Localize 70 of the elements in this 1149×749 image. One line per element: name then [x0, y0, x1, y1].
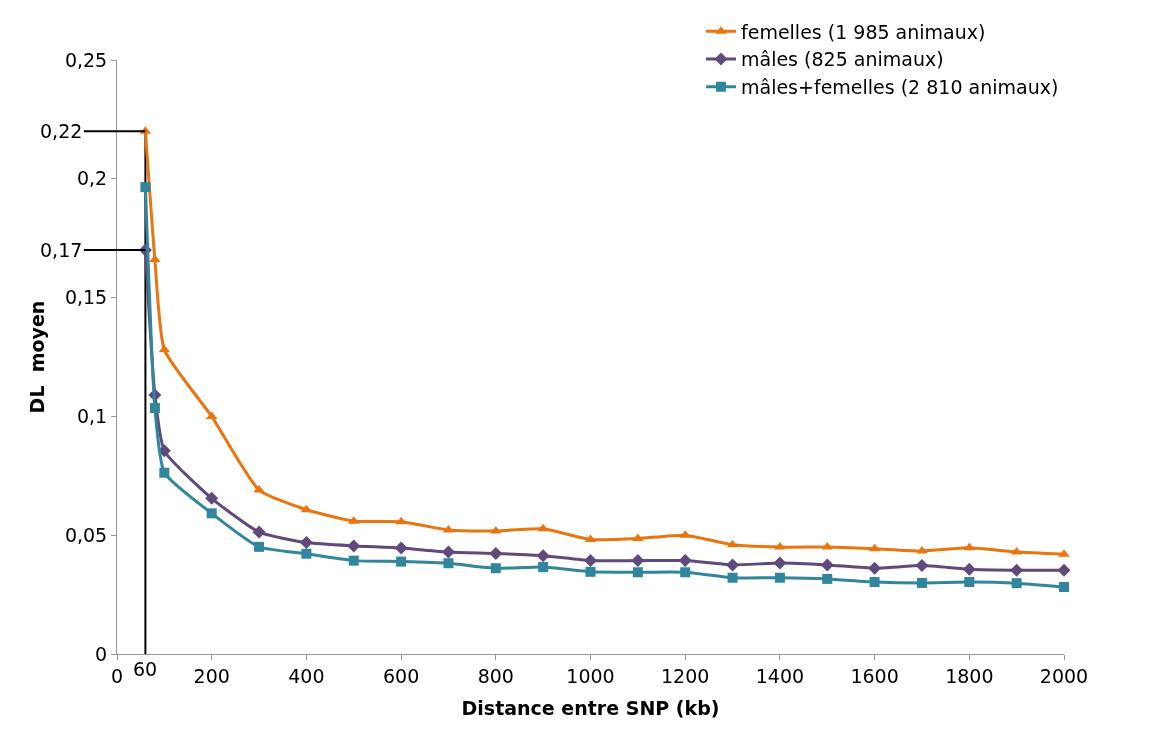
point [537, 523, 549, 532]
point [915, 559, 929, 573]
y-tick-label: 0,15 [64, 286, 108, 309]
x-axis-title: Distance entre SNP (kb) [461, 696, 720, 719]
point [631, 554, 645, 568]
x-tick-label: 1200 [661, 664, 710, 687]
point [395, 516, 407, 525]
point [396, 556, 407, 567]
point [1010, 563, 1024, 577]
point [205, 491, 219, 505]
point [820, 558, 834, 572]
point [680, 567, 691, 578]
point [584, 554, 597, 568]
point [490, 563, 501, 574]
y-tick-label: 0,1 [76, 405, 108, 428]
x-tick-label: 1400 [755, 664, 805, 687]
y-tick-label: 0 [95, 642, 108, 665]
point [301, 548, 312, 559]
legend-label: femelles (1 985 animaux) [741, 20, 986, 43]
x-tick-label: 2000 [1039, 664, 1089, 687]
x-tick-label: 1000 [566, 664, 615, 687]
ref-line-label: 0,17 [40, 239, 83, 261]
y-tick-label: 0,2 [76, 167, 108, 190]
point [536, 549, 550, 563]
y-tick-label: 0,05 [64, 523, 108, 546]
point [868, 561, 882, 575]
point [964, 577, 975, 588]
point [678, 554, 692, 568]
x-tick-label: 200 [193, 664, 230, 687]
point [159, 467, 170, 478]
point [140, 182, 151, 193]
x-tick-label: 1800 [945, 664, 994, 687]
x-tick-label: 400 [288, 664, 325, 687]
point [726, 558, 740, 572]
point [632, 567, 643, 578]
point [252, 525, 266, 539]
x-tick-label: 0 [110, 664, 124, 687]
point [348, 555, 359, 566]
point [538, 562, 549, 573]
y-axis-title: DL moyen [25, 300, 48, 414]
point [489, 547, 503, 560]
y-tick-label: 0,25 [64, 48, 108, 71]
point [490, 525, 502, 534]
x-tick-label: 800 [477, 664, 514, 687]
ref-line-label: 0,22 [40, 120, 83, 142]
point [149, 403, 160, 414]
legend-label: mâles+femelles (2 810 animaux) [741, 76, 1059, 99]
point [962, 562, 976, 576]
point [347, 539, 361, 553]
point [822, 573, 833, 584]
point [774, 572, 785, 583]
point [916, 577, 927, 588]
point [206, 508, 217, 519]
point [585, 566, 596, 577]
point [632, 533, 644, 542]
point [441, 545, 455, 559]
ref-line-label: 60 [133, 658, 158, 680]
point [443, 558, 454, 569]
x-tick-label: 600 [382, 664, 420, 687]
point [394, 541, 408, 555]
point [1059, 582, 1069, 592]
x-tick-label: 1600 [850, 664, 899, 687]
point [773, 556, 787, 570]
point [1011, 578, 1022, 589]
point [727, 572, 738, 583]
point [299, 536, 313, 550]
point [869, 577, 880, 588]
legend-label: mâles (825 animaux) [741, 48, 944, 71]
point [254, 541, 265, 552]
point [1057, 563, 1071, 577]
